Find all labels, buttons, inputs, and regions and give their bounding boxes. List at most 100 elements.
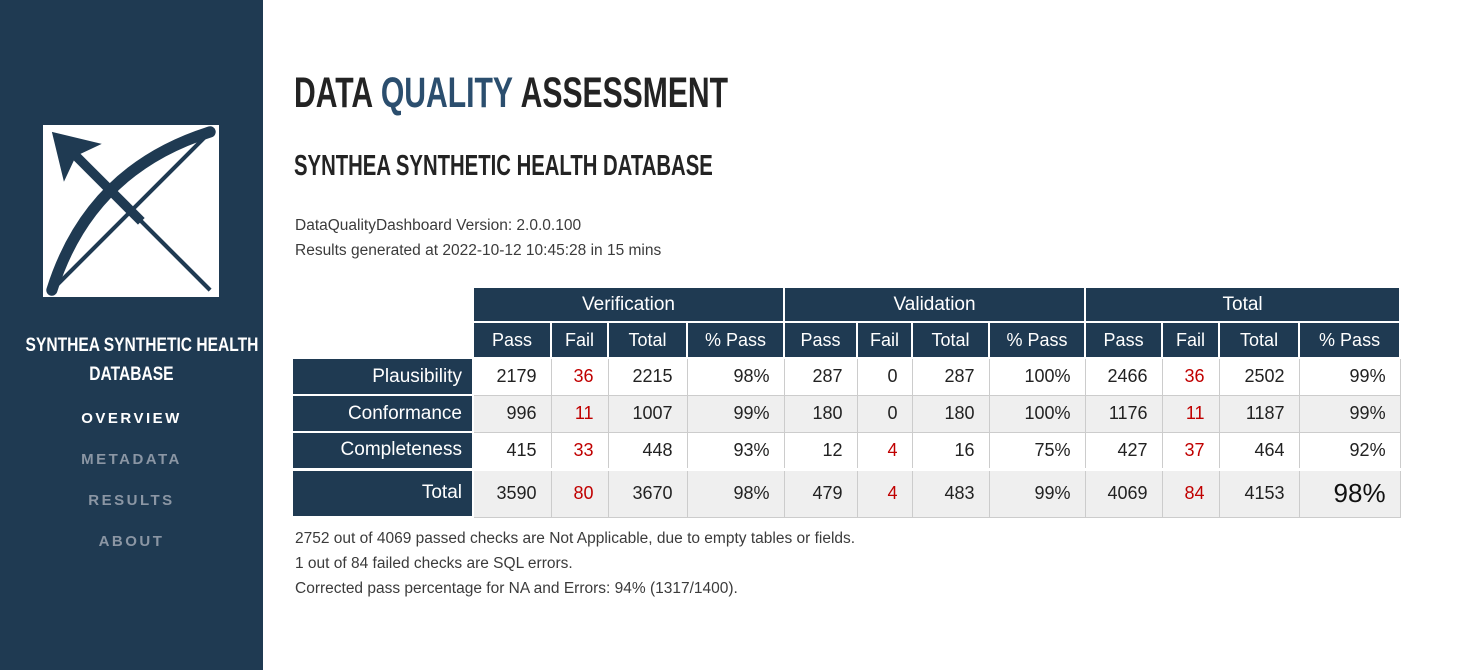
group-header-verification: Verification [473,288,786,323]
cell-verification-total: 1007 [608,395,688,433]
cell-validation-total: 287 [912,358,990,396]
col-header-pct-pass: % Pass [687,322,786,359]
cell-validation-total: 16 [912,432,990,470]
cell-validation-total: 483 [912,467,990,518]
cell-validation-fail: 0 [857,358,913,396]
col-header-total: Total [608,322,688,359]
cell-total-pass: 427 [1085,432,1163,470]
cell-validation-fail: 4 [857,467,913,518]
cell-verification-fail: 36 [551,358,609,396]
main-content: DATA QUALITY ASSESSMENT SYNTHEA SYNTHETIC … [263,0,1477,670]
col-header-pct-pass: % Pass [1299,322,1402,359]
cell-verification-fail: 11 [551,395,609,433]
cell-validation-pass: 180 [784,395,858,433]
row-label-completeness: Completeness [293,432,474,470]
table-row-plausibility: Plausibility 2179 36 2215 98% 287 0 287 … [293,358,1401,396]
cell-total-fail: 84 [1162,467,1220,518]
cell-total-total: 1187 [1219,395,1300,433]
bow-and-arrow-icon [45,125,217,297]
cell-verification-pass: 2179 [473,358,552,396]
title-word-data: DATA [294,69,374,117]
cell-total-pass: 1176 [1085,395,1163,433]
cell-validation-pass: 479 [784,467,858,518]
note-corrected-pct: Corrected pass percentage for NA and Err… [295,580,738,597]
table-row-conformance: Conformance 996 11 1007 99% 180 0 180 10… [293,395,1401,433]
page-subtitle: SYNTHEA SYNTHETIC HEALTH DATABASE [294,150,713,182]
table-row-grand-total: Total 3590 80 3670 98% 479 4 483 99% 406… [293,467,1401,518]
cell-verification-pct: 98% [687,467,785,518]
cell-validation-pct: 99% [989,467,1086,518]
cell-verification-pct: 99% [687,395,785,433]
cell-total-pct: 92% [1299,432,1401,470]
cell-total-total: 2502 [1219,358,1300,396]
cell-total-pass: 2466 [1085,358,1163,396]
corner-cell [293,288,474,323]
note-sql-errors: 1 out of 84 failed checks are SQL errors… [295,555,573,572]
title-word-quality: QUALITY [380,69,513,117]
cell-verification-total: 2215 [608,358,688,396]
group-header-validation: Validation [784,288,1087,323]
cell-verification-total: 448 [608,432,688,470]
row-label-conformance: Conformance [293,395,474,433]
group-header-row: Verification Validation Total [293,288,1402,323]
col-header-total: Total [1219,322,1301,359]
dqd-logo [43,125,219,297]
corner-cell [293,322,474,359]
generated-text: Results generated at 2022-10-12 10:45:28… [295,242,662,259]
cell-verification-pass: 415 [473,432,552,470]
col-header-total: Total [912,322,991,359]
sidebar: SYNTHEA SYNTHETIC HEALTH DATABASE OVERVI… [0,0,263,670]
cell-validation-pass: 12 [784,432,858,470]
sidebar-title-line2: DATABASE [89,364,174,385]
col-header-fail: Fail [1162,322,1221,359]
note-not-applicable: 2752 out of 4069 passed checks are Not A… [295,530,856,547]
col-header-pass: Pass [784,322,859,359]
cell-total-fail: 37 [1162,432,1220,470]
col-header-pass: Pass [473,322,552,359]
cell-verification-pct: 93% [687,432,785,470]
sidebar-nav: OVERVIEW METADATA RESULTS ABOUT [0,410,263,574]
version-block: DataQualityDashboard Version: 2.0.0.100 … [295,213,661,263]
sidebar-item-metadata[interactable]: METADATA [81,451,182,468]
col-header-fail: Fail [551,322,609,359]
cell-verification-fail: 80 [551,467,609,518]
cell-total-pct: 99% [1299,395,1401,433]
cell-validation-fail: 0 [857,395,913,433]
cell-verification-fail: 33 [551,432,609,470]
cell-total-total: 4153 [1219,467,1300,518]
cell-validation-pct: 100% [989,358,1086,396]
cell-verification-pct: 98% [687,358,785,396]
sidebar-title-line1: SYNTHEA SYNTHETIC HEALTH [25,335,259,356]
cell-total-fail: 11 [1162,395,1220,433]
cell-validation-fail: 4 [857,432,913,470]
summary-table: Verification Validation Total Pass Fail … [293,288,1402,518]
cell-verification-total: 3670 [608,467,688,518]
cell-validation-pct: 100% [989,395,1086,433]
page-title: DATA QUALITY ASSESSMENT [294,71,914,115]
cell-total-total: 464 [1219,432,1300,470]
group-header-total: Total [1085,288,1402,323]
sub-header-row: Pass Fail Total % Pass Pass Fail Total %… [293,322,1402,359]
sidebar-item-overview[interactable]: OVERVIEW [81,410,182,427]
footnotes: 2752 out of 4069 passed checks are Not A… [295,526,855,601]
cell-total-pass: 4069 [1085,467,1163,518]
col-header-fail: Fail [857,322,914,359]
col-header-pct-pass: % Pass [989,322,1087,359]
cell-verification-pass: 996 [473,395,552,433]
cell-total-pct: 99% [1299,358,1401,396]
cell-validation-total: 180 [912,395,990,433]
row-label-plausibility: Plausibility [293,358,474,396]
row-label-total: Total [293,467,474,518]
sidebar-database-title: SYNTHEA SYNTHETIC HEALTH DATABASE [0,331,263,389]
sidebar-item-about[interactable]: ABOUT [98,533,165,550]
cell-validation-pass: 287 [784,358,858,396]
version-text: DataQualityDashboard Version: 2.0.0.100 [295,217,582,234]
col-header-pass: Pass [1085,322,1164,359]
cell-verification-pass: 3590 [473,467,552,518]
cell-grand-total-pct: 98% [1299,467,1401,518]
sidebar-item-results[interactable]: RESULTS [88,492,175,509]
cell-validation-pct: 75% [989,432,1086,470]
title-word-assessment: ASSESSMENT [520,69,729,117]
table-row-completeness: Completeness 415 33 448 93% 12 4 16 75% … [293,432,1401,470]
cell-total-fail: 36 [1162,358,1220,396]
